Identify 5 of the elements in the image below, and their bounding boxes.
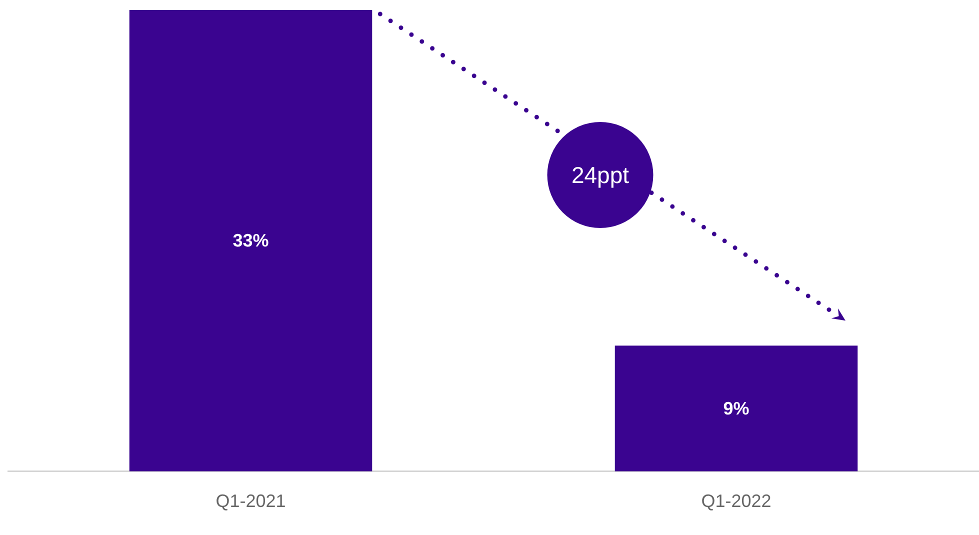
data-label: 33% [232, 230, 269, 251]
annotation: 24ppt [571, 162, 630, 188]
x-tick-label: Q1-2021 [216, 491, 286, 512]
x-tick-label: Q1-2022 [701, 491, 772, 512]
data-label: 9% [723, 398, 750, 418]
